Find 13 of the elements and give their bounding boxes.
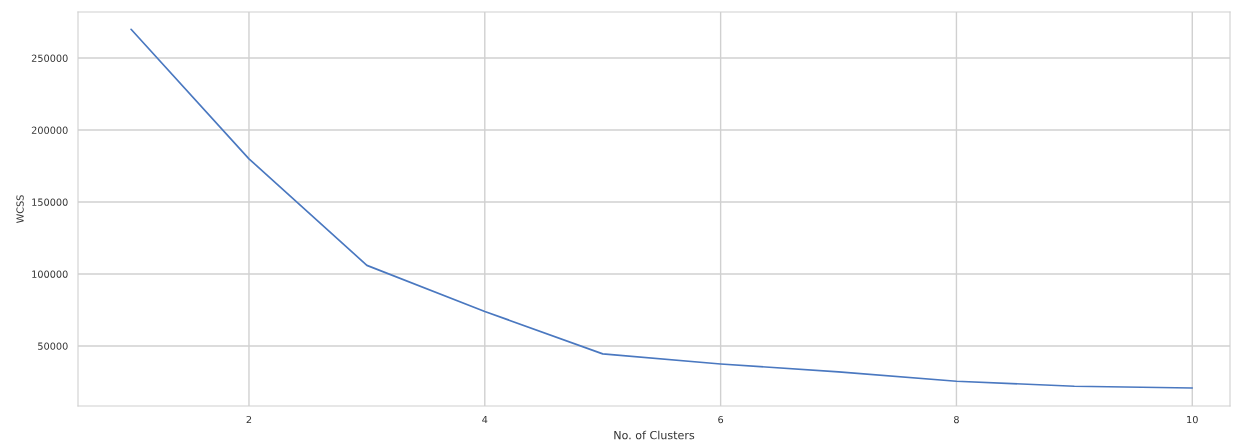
y-tick-label: 200000 [31, 126, 68, 134]
line-series [130, 28, 1194, 389]
y-axis-title: WCSS [16, 195, 24, 224]
x-tick-label: 8 [954, 415, 959, 424]
x-tick-label: 6 [718, 415, 724, 424]
x-tick-label: 2 [246, 415, 252, 424]
x-axis-title: No. of Clusters [614, 430, 695, 440]
x-tick-label: 4 [482, 416, 488, 424]
x-tick-label: 10 [1187, 415, 1198, 424]
y-tick-label: 250000 [31, 54, 68, 62]
y-tick-label: 100000 [32, 270, 68, 278]
y-tick-label: 150000 [32, 198, 68, 206]
y-tick-label: 50000 [38, 342, 68, 350]
